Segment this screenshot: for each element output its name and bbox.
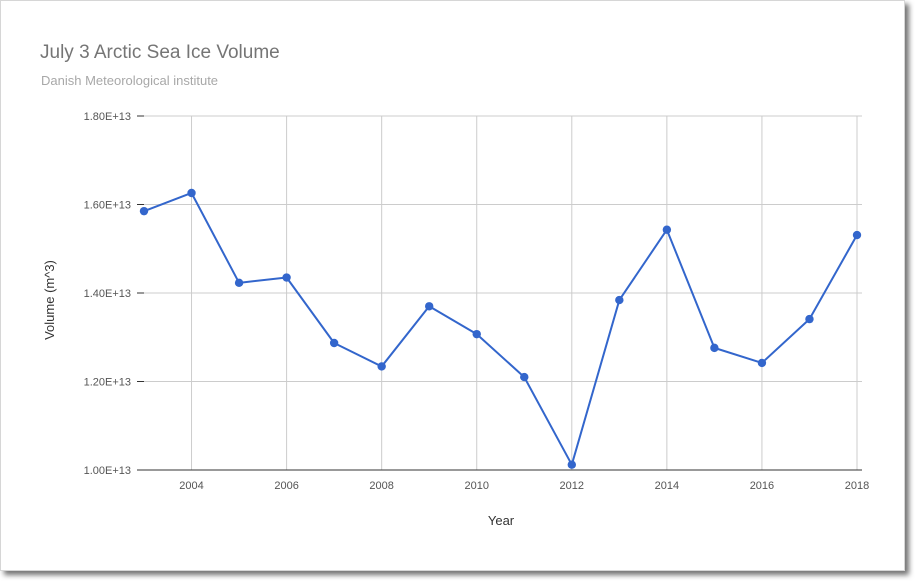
data-point[interactable] <box>425 302 434 311</box>
data-point[interactable] <box>615 295 624 305</box>
x-tick-label: 2016 <box>750 480 774 492</box>
series-line <box>143 191 858 466</box>
x-axis-title: Year <box>488 513 515 528</box>
data-point[interactable] <box>282 273 291 282</box>
data-point[interactable] <box>757 358 767 368</box>
data-point[interactable] <box>805 314 814 324</box>
data-point[interactable] <box>329 338 339 348</box>
x-tick-label: 2006 <box>274 480 298 492</box>
data-point[interactable] <box>187 188 196 198</box>
data-point[interactable] <box>139 206 149 216</box>
x-tick-label: 2008 <box>369 480 393 492</box>
data-point[interactable] <box>472 329 481 339</box>
data-point[interactable] <box>567 460 576 469</box>
y-axis-ticks: 1.00E+13 1.20E+13 1.40E+13 1.60E+13 1.80E+13 <box>84 111 131 477</box>
data-point[interactable] <box>520 372 529 382</box>
x-tick-label: 2004 <box>179 480 203 492</box>
data-point[interactable] <box>234 278 244 288</box>
y-tick-label: 1.60E+13 <box>84 200 131 212</box>
data-point[interactable] <box>377 362 386 371</box>
chart-card <box>0 0 905 571</box>
y-tick-label: 1.80E+13 <box>84 111 131 123</box>
chart-title: July 3 Arctic Sea Ice Volume <box>40 42 280 63</box>
x-tick-label: 2010 <box>464 480 488 492</box>
x-tick-label: 2018 <box>845 480 869 492</box>
y-tick-label: 1.20E+13 <box>84 377 131 389</box>
chart-subtitle: Danish Meteorological institute <box>41 73 219 88</box>
grid <box>137 115 862 471</box>
data-point[interactable] <box>662 225 672 234</box>
y-tick-label: 1.00E+13 <box>84 465 131 477</box>
x-axis-ticks: 2004 2006 2008 2010 2012 2014 2016 2018 <box>179 480 869 492</box>
x-tick-label: 2012 <box>560 480 584 492</box>
x-tick-label: 2014 <box>655 480 679 492</box>
data-point[interactable] <box>852 230 862 240</box>
y-tick-label: 1.40E+13 <box>84 288 131 300</box>
data-point[interactable] <box>710 343 719 353</box>
y-axis-title: Volume (m^3) <box>42 260 57 340</box>
series-group <box>139 188 862 469</box>
